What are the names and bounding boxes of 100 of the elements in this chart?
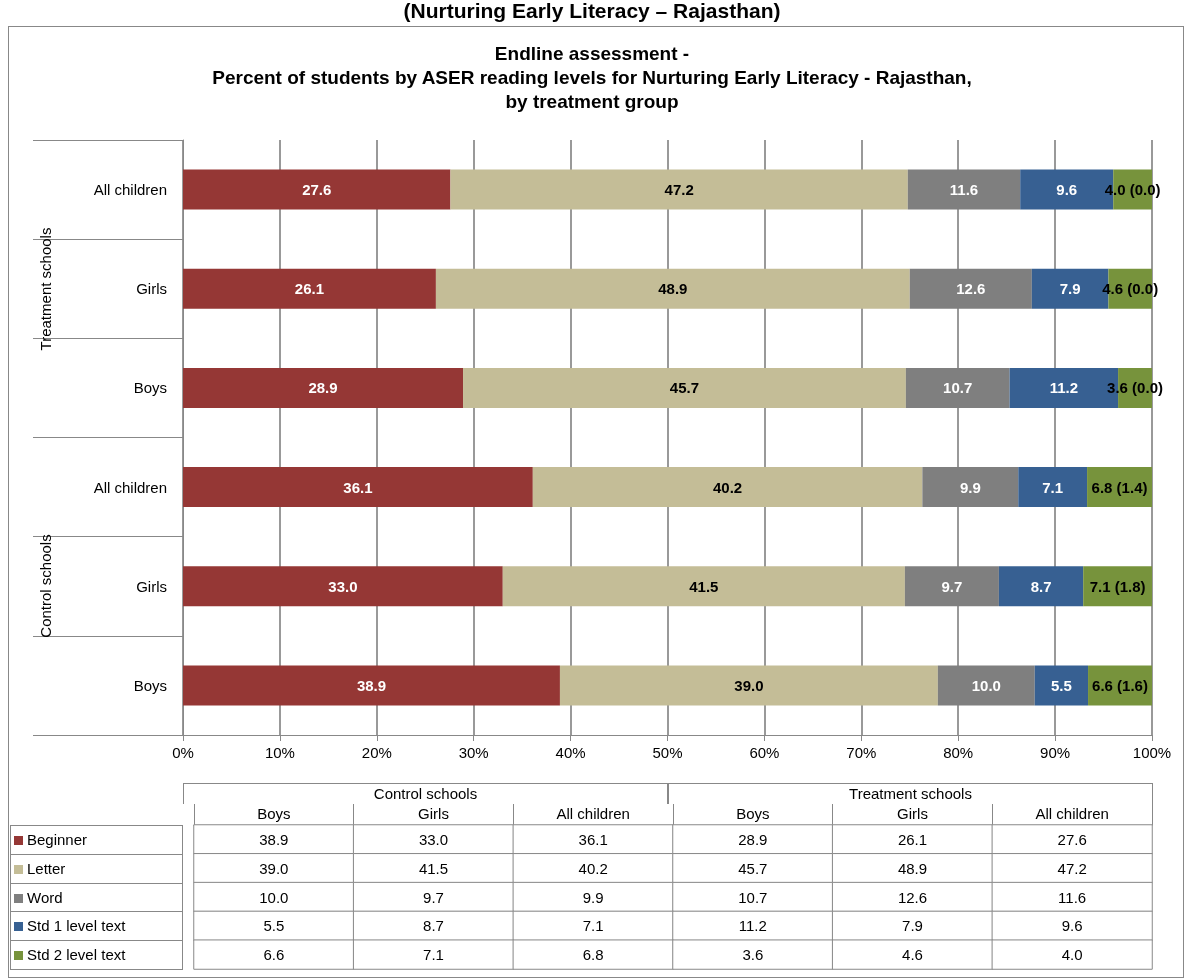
- data-label: 47.2: [1057, 859, 1087, 877]
- x-tick-label: 70%: [846, 744, 877, 761]
- data-label: 8.7: [423, 917, 444, 935]
- data-label: 9.6: [1056, 181, 1078, 199]
- bar: [532, 467, 923, 508]
- data-label: 47.2: [664, 181, 694, 199]
- data-label: 41.5: [418, 859, 449, 877]
- data-label: 40.2: [578, 859, 608, 877]
- x-tick-label: 90%: [1040, 744, 1071, 761]
- bar: [559, 665, 938, 706]
- bar: [502, 566, 905, 607]
- text: Treatment schools: [36, 227, 54, 351]
- data-label: 11.2: [1049, 379, 1079, 397]
- y-tick-label: Girls: [136, 280, 167, 298]
- data-label: 40.2: [712, 478, 743, 496]
- data-label: 7.9: [1059, 280, 1081, 298]
- data-label: 38.9: [356, 676, 387, 694]
- data-label: 39.0: [734, 676, 764, 694]
- data-label: 9.9: [959, 478, 981, 496]
- legend-label: Std 1 level text: [27, 917, 126, 935]
- data-label: 48.9: [897, 859, 928, 877]
- data-label: 27.6: [302, 181, 332, 199]
- chart-title: Endline assessment - Percent of students by ASER reading levels for Nurturing Early Literacy - Rajasthan, by treatment group: [212, 42, 972, 112]
- x-tick-label: 60%: [749, 744, 780, 761]
- bar: [904, 566, 999, 607]
- x-tick-label: 30%: [458, 744, 489, 761]
- data-label: 7.1 (1.8): [1089, 577, 1146, 595]
- data-label: 8.7: [1030, 577, 1052, 595]
- data-label: 11.2: [738, 917, 767, 935]
- data-label: 4.6: [902, 946, 923, 964]
- data-label: 3.6: [742, 946, 764, 964]
- bar: [183, 169, 451, 210]
- data-label: 9.9: [582, 888, 604, 906]
- data-label: 26.1: [897, 830, 928, 848]
- data-label: 26.1: [294, 280, 325, 298]
- bar: [998, 566, 1084, 607]
- x-tick-label: Boys: [736, 805, 770, 822]
- data-label: 38.9: [259, 830, 289, 848]
- data-label: 36.1: [578, 830, 608, 848]
- bar: [1034, 665, 1089, 706]
- data-label: 12.6: [956, 280, 986, 298]
- data-label: 41.5: [689, 577, 719, 595]
- bar: [450, 169, 908, 210]
- data-label: 27.6: [1057, 830, 1087, 848]
- bar: [435, 268, 910, 309]
- bar: [909, 268, 1032, 309]
- data-label: 10.0: [259, 888, 289, 906]
- data-label: 39.0: [259, 859, 289, 877]
- legend-label: Letter: [27, 859, 66, 877]
- legend-label: Std 2 level text: [27, 946, 126, 964]
- x-tick-label: Boys: [257, 805, 291, 822]
- x-tick-label: Girls: [418, 805, 449, 822]
- y-tick-label: Boys: [133, 379, 167, 397]
- data-label: 12.6: [897, 888, 928, 906]
- data-label: 10.7: [738, 888, 768, 906]
- data-label: 28.9: [308, 379, 338, 397]
- data-label: 6.6 (1.6): [1092, 676, 1148, 694]
- y-tick-label: Boys: [133, 676, 167, 694]
- data-label: 6.8: [582, 946, 604, 964]
- x-tick-label: 10%: [264, 744, 295, 761]
- data-label: 9.7: [941, 577, 963, 595]
- data-label: 36.1: [343, 478, 373, 496]
- text: (Nurturing Early Literacy – Rajasthan): [402, 0, 782, 22]
- x-tick-label: 50%: [652, 744, 683, 761]
- data-label: 9.7: [423, 888, 444, 906]
- x-tick-label: 0%: [172, 744, 194, 761]
- bar: [463, 367, 906, 408]
- data-label: 45.7: [738, 859, 768, 877]
- x-tick-label: 80%: [943, 744, 974, 761]
- bar: [907, 169, 1021, 210]
- legend-label: Word: [27, 888, 63, 906]
- data-label: 4.0: [1061, 946, 1083, 964]
- data-label: 6.8 (1.4): [1091, 478, 1148, 496]
- data-label: 11.6: [949, 181, 979, 199]
- y-tick-label: All children: [93, 181, 167, 199]
- x-tick-label: 100%: [1132, 744, 1172, 761]
- data-label: 5.5: [1050, 676, 1072, 694]
- bar: [183, 367, 464, 408]
- bar: [183, 268, 436, 309]
- bar: [922, 467, 1019, 508]
- x-tick-label: 20%: [361, 744, 392, 761]
- bar: [183, 665, 560, 706]
- x-tick-label: All children: [1035, 805, 1109, 822]
- data-label: 5.5: [263, 917, 285, 935]
- text: Control schools: [36, 534, 54, 638]
- x-tick-label: Girls: [897, 805, 928, 822]
- x-tick-label: All children: [556, 805, 630, 822]
- y-tick-label: All children: [93, 478, 167, 496]
- data-label: 10.0: [971, 676, 1001, 694]
- bar: [183, 467, 533, 508]
- text: Treatment schools: [668, 783, 1153, 804]
- data-label: 6.6: [263, 946, 285, 964]
- data-label: 10.7: [943, 379, 973, 397]
- data-label: 7.9: [902, 917, 923, 935]
- data-label: 7.1: [423, 946, 444, 964]
- bar: [1018, 467, 1088, 508]
- data-label: 45.7: [669, 379, 700, 397]
- data-label: 7.1: [1042, 478, 1064, 496]
- bar: [905, 367, 1010, 408]
- y-tick-label: Girls: [136, 577, 167, 595]
